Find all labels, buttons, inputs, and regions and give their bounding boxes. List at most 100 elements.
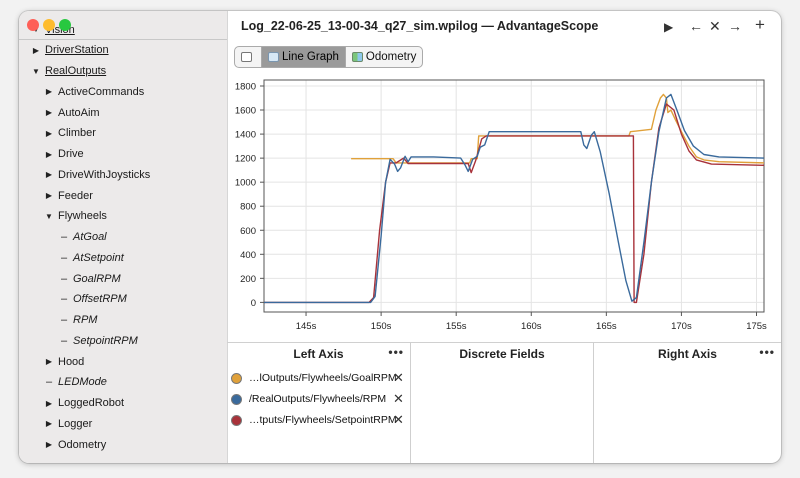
discrete-fields-title: Discrete Fields (459, 347, 545, 361)
axis-field-item[interactable]: /RealOutputs/Flywheels/RPM ✕ (231, 390, 404, 408)
tab-documentation[interactable] (234, 46, 262, 68)
tab-label: Odometry (365, 51, 417, 63)
close-window-button[interactable] (27, 19, 39, 31)
add-tab-button[interactable]: + (755, 15, 765, 34)
sidebar-divider (19, 39, 227, 40)
line-graph[interactable]: 0 200 400 600 800 1000 1200 1400 1600 1800 145s 150… (227, 75, 781, 345)
tab-line-graph[interactable]: Line Graph (261, 46, 346, 68)
tree-item-label: Flywheels (58, 210, 107, 223)
right-axis-panel[interactable]: Right Axis ••• (594, 342, 781, 463)
tree-item-rpm[interactable]: – RPM (59, 310, 98, 331)
series-color-swatch[interactable] (231, 393, 242, 405)
field-label: …tputs/Flywheels/SetpointRPM (249, 414, 397, 426)
back-button[interactable]: ← (689, 18, 703, 34)
leaf-dash-icon[interactable]: – (60, 314, 68, 326)
y-tick-label: 1800 (235, 82, 256, 93)
chevron-right-icon[interactable]: ▶ (45, 398, 53, 408)
tree-item-atgoal[interactable]: – AtGoal (59, 227, 107, 248)
tree-item-ledmode[interactable]: – LEDMode (44, 372, 107, 393)
y-tick-label: 200 (240, 274, 256, 285)
tree-item-loggedrobot[interactable]: ▶ LoggedRobot (44, 393, 124, 414)
tree-item-setpointrpm[interactable]: – SetpointRPM (59, 330, 138, 351)
tab-label: Line Graph (282, 51, 339, 63)
main-area: Log_22-06-25_13-00-34_q27_sim.wpilog — A… (227, 11, 781, 463)
tree-item-label: ActiveCommands (58, 85, 145, 98)
minimize-window-button[interactable] (43, 19, 55, 31)
tree-item-goalrpm[interactable]: – GoalRPM (59, 268, 121, 289)
tree-item-label: Logger (58, 417, 93, 430)
zoom-window-button[interactable] (59, 19, 71, 31)
play-button[interactable]: ▶ (664, 20, 674, 34)
tree-item-label: LoggedRobot (58, 397, 125, 409)
leaf-dash-icon[interactable]: – (60, 272, 68, 285)
tree-item-label: LEDMode (58, 376, 107, 389)
leaf-dash-icon[interactable]: – (45, 376, 53, 389)
tree-item-feeder[interactable]: ▶ Feeder (44, 185, 93, 206)
remove-field-icon[interactable]: ✕ (393, 412, 404, 427)
series-color-swatch[interactable] (231, 414, 242, 426)
chevron-right-icon[interactable]: ▶ (32, 45, 40, 55)
close-tab-button[interactable]: ✕ (709, 18, 721, 34)
left-axis-panel[interactable]: Left Axis ••• …lOutputs/Flywheels/GoalRP… (227, 342, 410, 463)
right-axis-more-icon[interactable]: ••• (759, 345, 775, 359)
chevron-right-icon[interactable]: ▶ (45, 357, 53, 366)
discrete-fields-panel[interactable]: Discrete Fields (411, 342, 593, 463)
tab-odometry[interactable]: Odometry (344, 46, 424, 68)
tree-item-label: SetpointRPM (73, 334, 138, 347)
tree-item-drivewithjoysticks[interactable]: ▶ DriveWithJoysticks (44, 164, 150, 185)
tree-item-label: Hood (58, 355, 85, 368)
tree-item-activecommands[interactable]: ▶ ActiveCommands (44, 81, 144, 102)
tree-item-label: Feeder (58, 189, 93, 202)
leaf-dash-icon[interactable]: – (60, 293, 68, 306)
tree-item-atsetpoint[interactable]: – AtSetpoint (59, 247, 124, 268)
leaf-dash-icon[interactable]: – (60, 251, 68, 264)
series-color-swatch[interactable] (231, 372, 242, 384)
axis-field-item[interactable]: …lOutputs/Flywheels/GoalRPM ✕ (231, 369, 404, 387)
chevron-right-icon[interactable]: ▶ (45, 149, 53, 159)
chevron-down-icon[interactable]: ▼ (45, 211, 53, 221)
leaf-dash-icon[interactable]: – (60, 231, 68, 243)
chevron-right-icon[interactable]: ▶ (45, 128, 53, 138)
series-line-0[interactable] (351, 93, 765, 164)
tree-item-offsetrpm[interactable]: – OffsetRPM (59, 289, 127, 310)
y-tick-label: 1600 (235, 106, 256, 117)
tree-item-label: DriveWithJoysticks (58, 168, 151, 181)
x-tick-label: 155s (446, 321, 467, 332)
chevron-right-icon[interactable]: ▶ (45, 440, 53, 449)
series-line-1[interactable] (264, 93, 765, 304)
chevron-right-icon[interactable]: ▶ (45, 191, 53, 200)
remove-field-icon[interactable]: ✕ (393, 391, 404, 406)
y-tick-label: 400 (240, 250, 256, 261)
chevron-right-icon[interactable]: ▶ (45, 170, 53, 180)
forward-button[interactable]: → (728, 18, 742, 34)
tree-item-drive[interactable]: ▶ Drive (44, 144, 84, 165)
line-graph-svg[interactable]: 0 200 400 600 800 1000 1200 1400 1600 1800 145s 150… (227, 75, 781, 345)
tree-item-odometry[interactable]: ▶ Odometry (44, 434, 106, 455)
tree-item-flywheels[interactable]: ▼ Flywheels (44, 206, 107, 227)
sidebar: ▼Vision▶DriverStation▼RealOutputs▶Active… (19, 11, 228, 463)
left-axis-more-icon[interactable]: ••• (388, 345, 404, 359)
odometry-icon (351, 52, 363, 62)
y-tick-label: 600 (240, 226, 256, 237)
leaf-dash-icon[interactable]: – (60, 334, 68, 347)
tree-item-hood[interactable]: ▶ Hood (44, 351, 84, 372)
chevron-right-icon[interactable]: ▶ (45, 87, 53, 97)
tree-item-autoaim[interactable]: ▶ AutoAim (44, 102, 100, 123)
x-tick-label: 170s (671, 321, 692, 332)
tree-item-climber[interactable]: ▶ Climber (44, 123, 96, 144)
axis-field-item[interactable]: …tputs/Flywheels/SetpointRPM ✕ (231, 411, 404, 429)
remove-field-icon[interactable]: ✕ (393, 370, 404, 385)
chevron-right-icon[interactable]: ▶ (45, 419, 53, 429)
y-tick-label: 800 (240, 202, 256, 213)
tree-item-logger[interactable]: ▶ Logger (44, 413, 92, 434)
chevron-down-icon[interactable]: ▼ (32, 66, 40, 76)
tree-item-driverstation[interactable]: ▶ DriverStation (31, 40, 109, 61)
tree-item-label: AtGoal (73, 231, 107, 243)
tree-item-realoutputs[interactable]: ▼ RealOutputs (31, 61, 106, 82)
book-icon (241, 52, 252, 62)
field-label: /RealOutputs/Flywheels/RPM (249, 393, 387, 405)
tree-item-label: RealOutputs (45, 65, 107, 77)
chevron-right-icon[interactable]: ▶ (45, 108, 53, 117)
x-tick-label: 160s (521, 321, 542, 332)
panel-divider (593, 342, 594, 463)
